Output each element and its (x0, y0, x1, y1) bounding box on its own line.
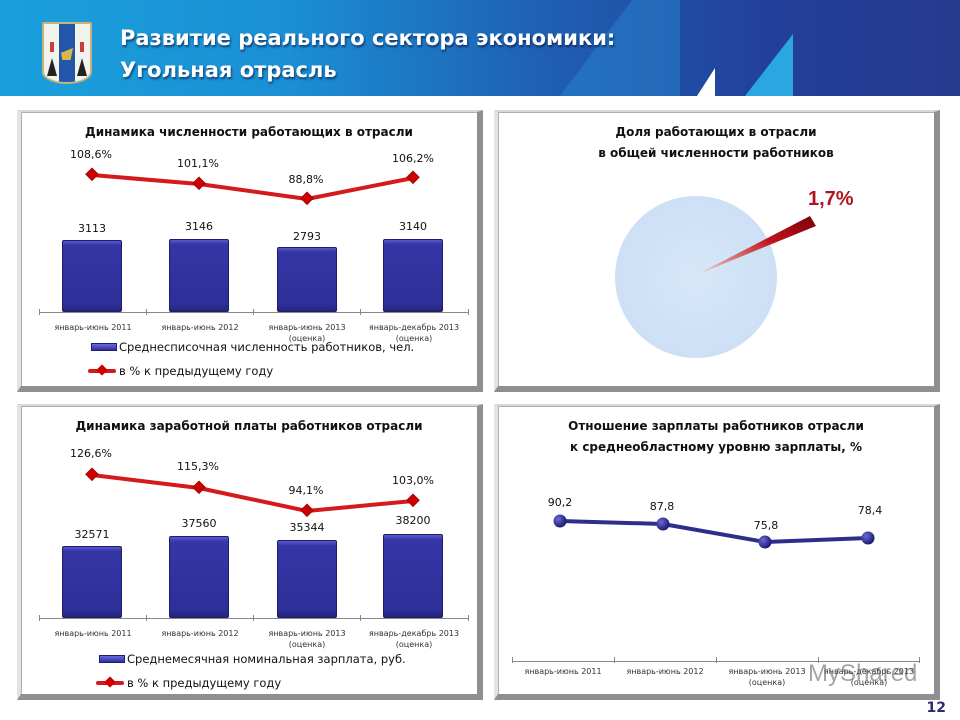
line-series-ratio (553, 514, 875, 549)
legend-label: Среднемесячная номинальная зарплата, руб… (127, 652, 406, 666)
pie-chart (615, 196, 816, 358)
bar-data-label: 37560 (181, 517, 217, 530)
line-series-percent (85, 467, 420, 518)
pie-slice-label: 1,7% (808, 188, 854, 210)
x-axis-tick (253, 309, 254, 315)
sail-decor-icon (697, 68, 715, 96)
bar (169, 239, 229, 312)
bar-data-label: 2793 (293, 230, 321, 243)
x-axis-tick (146, 309, 147, 315)
legend-bar-swatch-icon (99, 655, 125, 663)
bar (62, 546, 122, 618)
chart-title-line-1: Отношение зарплаты работников отрасли (568, 419, 864, 433)
x-axis-tick (818, 657, 819, 663)
bar-data-label: 32571 (74, 528, 110, 541)
x-axis-label: январь-июнь 2013 (оценка) (728, 667, 806, 687)
bar-data-label: 38200 (395, 514, 431, 527)
x-axis (39, 312, 469, 313)
bar (277, 247, 337, 312)
line-data-label: 106,2% (392, 152, 434, 165)
x-axis-label: январь-июнь 2011 (54, 629, 132, 638)
line-data-label: 126,6% (70, 447, 112, 460)
chart-panel-wage-ratio: Отношение зарплаты работников отрасли к … (494, 404, 940, 700)
x-axis-tick (468, 615, 469, 621)
x-axis-label: январь-июнь 2012 (626, 667, 704, 676)
bar (383, 534, 443, 618)
sail-decor-icon (745, 34, 793, 96)
chart-panel-employment: Динамика численности работающих в отрасл… (17, 110, 483, 392)
line-data-label: 87,8 (649, 500, 675, 513)
x-axis-tick (716, 657, 717, 663)
chart-title: Динамика заработной платы работников отр… (75, 419, 423, 433)
x-axis (39, 618, 469, 619)
x-axis-label: январь-июнь 2012 (161, 323, 239, 332)
line-series-percent (85, 167, 420, 206)
x-axis-tick (360, 615, 361, 621)
line-data-label: 75,8 (753, 519, 779, 532)
legend-item-line: в % к предыдущему году (96, 676, 281, 690)
chart-title-line-2: к среднеобластному уровню зарплаты, % (570, 440, 862, 454)
bar (62, 240, 122, 312)
legend-item-line: в % к предыдущему году (88, 364, 273, 378)
line-data-label: 78,4 (857, 504, 883, 517)
x-axis-label: январь-декабрь 2013 (оценка) (823, 667, 915, 687)
legend-item-bar: Среднесписочная численность работников, … (91, 340, 414, 354)
x-axis-label: январь-декабрь 2013 (оценка) (368, 323, 460, 343)
chart-title-line-1: Доля работающих в отрасли (615, 125, 817, 139)
line-data-label: 108,6% (70, 148, 112, 161)
x-axis-label: январь-июнь 2011 (524, 667, 602, 676)
legend-item-bar: Среднемесячная номинальная зарплата, руб… (99, 652, 406, 666)
bar (277, 540, 337, 618)
chart-title: Динамика численности работающих в отрасл… (85, 125, 413, 139)
legend-line-swatch-icon (96, 681, 124, 685)
chart-panel-wages: Динамика заработной платы работников отр… (17, 404, 483, 700)
x-axis-tick (146, 615, 147, 621)
bar-data-label: 3146 (185, 220, 213, 233)
watermark: MyShared (808, 660, 918, 687)
title-line-1: Развитие реального сектора экономики: (120, 26, 616, 50)
x-axis-tick (39, 615, 40, 621)
legend-label: Среднесписочная численность работников, … (119, 340, 415, 354)
x-axis-tick (39, 309, 40, 315)
x-axis-tick (614, 657, 615, 663)
line-data-label: 101,1% (177, 157, 219, 170)
line-data-label: 115,3% (177, 460, 219, 473)
slide-header: Развитие реального сектора экономики: Уг… (0, 0, 960, 96)
x-axis-label: январь-июнь 2013 (оценка) (268, 629, 346, 649)
title-line-2: Угольная отрасль (120, 58, 337, 82)
legend-label: в % к предыдущему году (119, 364, 274, 378)
x-axis-tick (468, 309, 469, 315)
chart-panel-share: Доля работающих в отрасли в общей числен… (494, 110, 940, 392)
x-axis-label: январь-июнь 2011 (54, 323, 132, 332)
bar-data-label: 3140 (399, 220, 427, 233)
page-number: 12 (926, 700, 946, 716)
slide-title: Развитие реального сектора экономики: Уг… (120, 22, 615, 86)
legend-bar-swatch-icon (91, 343, 117, 351)
x-axis-tick (919, 657, 920, 663)
legend-label: в % к предыдущему году (127, 676, 282, 690)
bar (169, 536, 229, 618)
line-data-label: 94,1% (288, 484, 324, 497)
x-axis-label: январь-июнь 2013 (оценка) (268, 323, 346, 343)
coat-of-arms-icon (42, 22, 92, 84)
bar (383, 239, 443, 312)
bar-data-label: 35344 (289, 521, 325, 534)
line-data-label: 103,0% (392, 474, 434, 487)
x-axis-tick (512, 657, 513, 663)
chart-title-line-2: в общей численности работников (598, 146, 834, 160)
x-axis-label: январь-декабрь 2013 (оценка) (368, 629, 460, 649)
legend-line-swatch-icon (88, 369, 116, 373)
x-axis-tick (253, 615, 254, 621)
x-axis-tick (360, 309, 361, 315)
bar-data-label: 3113 (78, 222, 106, 235)
line-data-label: 88,8% (288, 173, 324, 186)
x-axis-label: январь-июнь 2012 (161, 629, 239, 638)
line-data-label: 90,2 (547, 496, 573, 509)
